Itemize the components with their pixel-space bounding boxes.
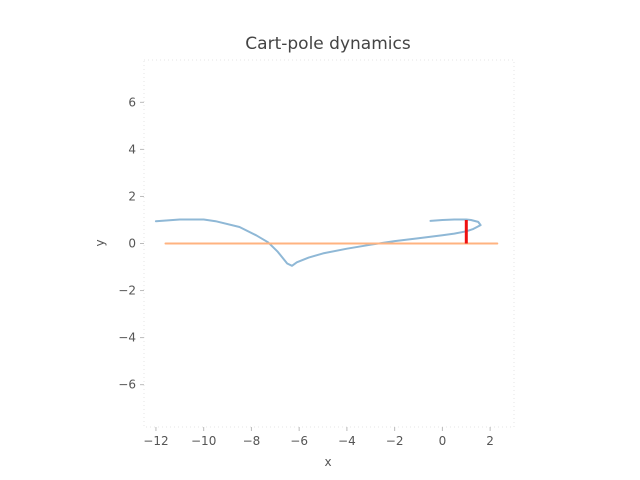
- y-axis-label: y: [93, 239, 107, 246]
- chart-title: Cart-pole dynamics: [245, 34, 411, 54]
- x-tick-label: −4: [338, 434, 356, 448]
- x-tick-label: 0: [439, 434, 447, 448]
- y-tick-label: 6: [128, 95, 136, 109]
- x-axis-label: x: [324, 455, 331, 469]
- y-tick-label: −6: [118, 378, 136, 392]
- x-tick-label: −6: [290, 434, 308, 448]
- y-tick-label: 0: [128, 237, 136, 251]
- y-tick-label: −4: [118, 331, 136, 345]
- x-axis-ticks: −12 −10 −8 −6 −4 −2 0 2: [143, 427, 494, 448]
- series-layer: [154, 218, 499, 267]
- x-tick-label: −2: [386, 434, 404, 448]
- y-tick-label: −2: [118, 284, 136, 298]
- plot-border: [143, 59, 515, 428]
- trajectory-line: [154, 218, 482, 267]
- x-tick-label: −8: [243, 434, 261, 448]
- plot-frame: [143, 59, 515, 428]
- x-tick-label: 2: [486, 434, 494, 448]
- y-tick-label: 4: [128, 142, 136, 156]
- x-tick-label: −12: [143, 434, 168, 448]
- y-axis-ticks: −6 −4 −2 0 2 4 6: [118, 95, 144, 392]
- y-tick-label: 2: [128, 189, 136, 203]
- x-tick-label: −10: [191, 434, 216, 448]
